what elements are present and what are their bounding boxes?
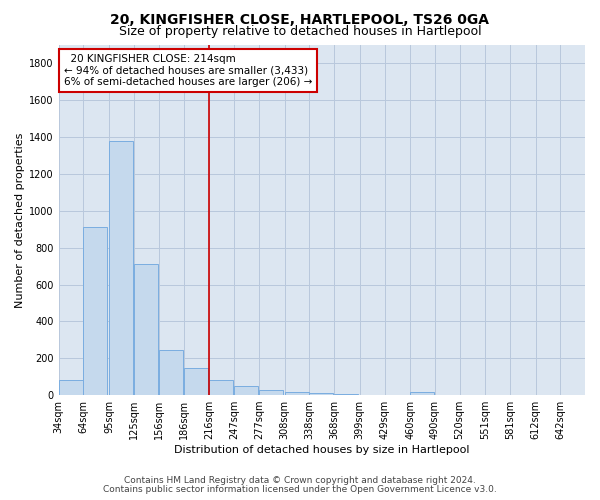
Text: 20, KINGFISHER CLOSE, HARTLEPOOL, TS26 0GA: 20, KINGFISHER CLOSE, HARTLEPOOL, TS26 0… [110,12,490,26]
Y-axis label: Number of detached properties: Number of detached properties [15,132,25,308]
Text: Size of property relative to detached houses in Hartlepool: Size of property relative to detached ho… [119,25,481,38]
Text: 20 KINGFISHER CLOSE: 214sqm  
← 94% of detached houses are smaller (3,433)
6% of: 20 KINGFISHER CLOSE: 214sqm ← 94% of det… [64,54,312,87]
Bar [310,393,334,395]
Bar [334,394,358,395]
Text: Contains HM Land Registry data © Crown copyright and database right 2024.: Contains HM Land Registry data © Crown c… [124,476,476,485]
X-axis label: Distribution of detached houses by size in Hartlepool: Distribution of detached houses by size … [174,445,470,455]
Bar [184,368,208,395]
Text: Contains public sector information licensed under the Open Government Licence v3: Contains public sector information licen… [103,485,497,494]
Bar [285,392,308,395]
Bar [235,386,259,395]
Bar [259,390,283,395]
Bar [109,141,133,395]
Bar [134,264,158,395]
Bar [59,380,83,395]
Bar [209,380,233,395]
Bar [360,394,384,395]
Bar [160,350,183,395]
Bar [83,228,107,395]
Bar [410,392,434,395]
